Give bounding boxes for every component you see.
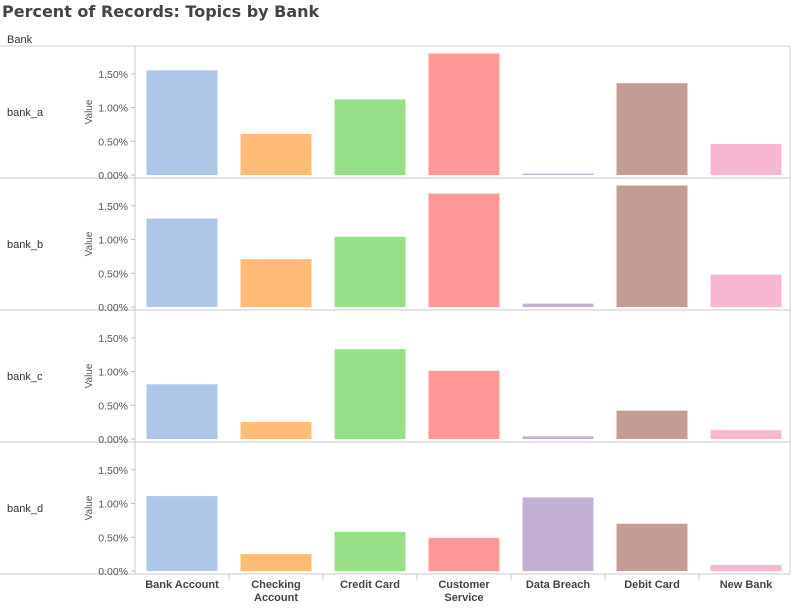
x-tick-label: Bank Account: [145, 579, 219, 591]
bar: [146, 384, 218, 439]
bar: [334, 236, 406, 307]
row-header-bank: Bank: [7, 34, 33, 46]
bar: [334, 99, 406, 175]
chart-title: Percent of Records: Topics by Bank: [2, 2, 320, 21]
bar: [522, 303, 594, 307]
bar: [428, 193, 500, 307]
bar: [710, 143, 782, 175]
y-tick-label: 1.50%: [98, 333, 128, 345]
y-axis-title: Value: [84, 363, 95, 388]
x-tick-label: Data Breach: [526, 579, 590, 591]
x-tick-label: Credit Card: [340, 579, 400, 591]
y-tick-label: 0.00%: [98, 302, 128, 314]
y-tick-label: 0.00%: [98, 434, 128, 446]
y-tick-label: 0.00%: [98, 170, 128, 182]
bar: [240, 133, 312, 175]
bar: [240, 259, 312, 307]
y-tick-label: 0.50%: [98, 136, 128, 148]
bar: [616, 523, 688, 571]
bar: [240, 422, 312, 439]
y-axis-title: Value: [84, 231, 95, 256]
x-tick-label: Account: [254, 592, 298, 604]
y-tick-label: 1.50%: [98, 69, 128, 81]
bar: [616, 185, 688, 307]
bar: [710, 564, 782, 571]
y-tick-label: 0.00%: [98, 566, 128, 578]
y-axis-title: Value: [84, 99, 95, 124]
bar: [522, 497, 594, 571]
x-tick-label: New Bank: [720, 579, 773, 591]
bar: [334, 349, 406, 439]
y-tick-label: 1.00%: [98, 367, 128, 379]
bar: [428, 370, 500, 439]
y-tick-label: 0.50%: [98, 268, 128, 280]
y-tick-label: 1.50%: [98, 465, 128, 477]
bar: [710, 274, 782, 307]
row-label: bank_a: [7, 107, 44, 119]
bar: [240, 554, 312, 571]
x-tick-label: Checking: [251, 579, 301, 591]
bar: [428, 537, 500, 571]
bar: [146, 496, 218, 571]
x-tick-label: Debit Card: [624, 579, 680, 591]
y-axis-title: Value: [84, 495, 95, 520]
y-tick-label: 0.50%: [98, 400, 128, 412]
x-tick-label: Customer: [438, 579, 490, 591]
bar: [710, 430, 782, 439]
row-label: bank_d: [7, 503, 43, 515]
bar: [146, 218, 218, 307]
y-tick-label: 0.50%: [98, 532, 128, 544]
bar: [522, 173, 594, 175]
x-tick-label: Service: [444, 592, 483, 604]
bar: [428, 53, 500, 175]
bar: [146, 70, 218, 175]
y-tick-label: 1.50%: [98, 201, 128, 213]
bar: [522, 436, 594, 439]
row-label: bank_b: [7, 239, 43, 251]
y-tick-label: 1.00%: [98, 103, 128, 115]
row-label: bank_c: [7, 371, 43, 383]
bar: [616, 410, 688, 439]
y-tick-label: 1.00%: [98, 499, 128, 511]
bar: [616, 83, 688, 175]
y-tick-label: 1.00%: [98, 235, 128, 247]
bar: [334, 531, 406, 571]
